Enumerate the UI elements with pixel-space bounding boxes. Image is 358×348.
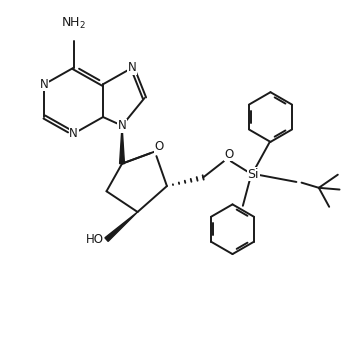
Text: N: N bbox=[40, 78, 49, 91]
Text: HO: HO bbox=[86, 233, 103, 246]
Polygon shape bbox=[105, 212, 137, 242]
Text: N: N bbox=[69, 127, 78, 140]
Text: N: N bbox=[128, 61, 137, 74]
Text: NH$_2$: NH$_2$ bbox=[61, 16, 86, 31]
Text: O: O bbox=[154, 140, 164, 152]
Text: O: O bbox=[224, 148, 234, 161]
Polygon shape bbox=[120, 126, 125, 164]
Text: Si: Si bbox=[247, 167, 259, 181]
Text: N: N bbox=[118, 119, 126, 132]
